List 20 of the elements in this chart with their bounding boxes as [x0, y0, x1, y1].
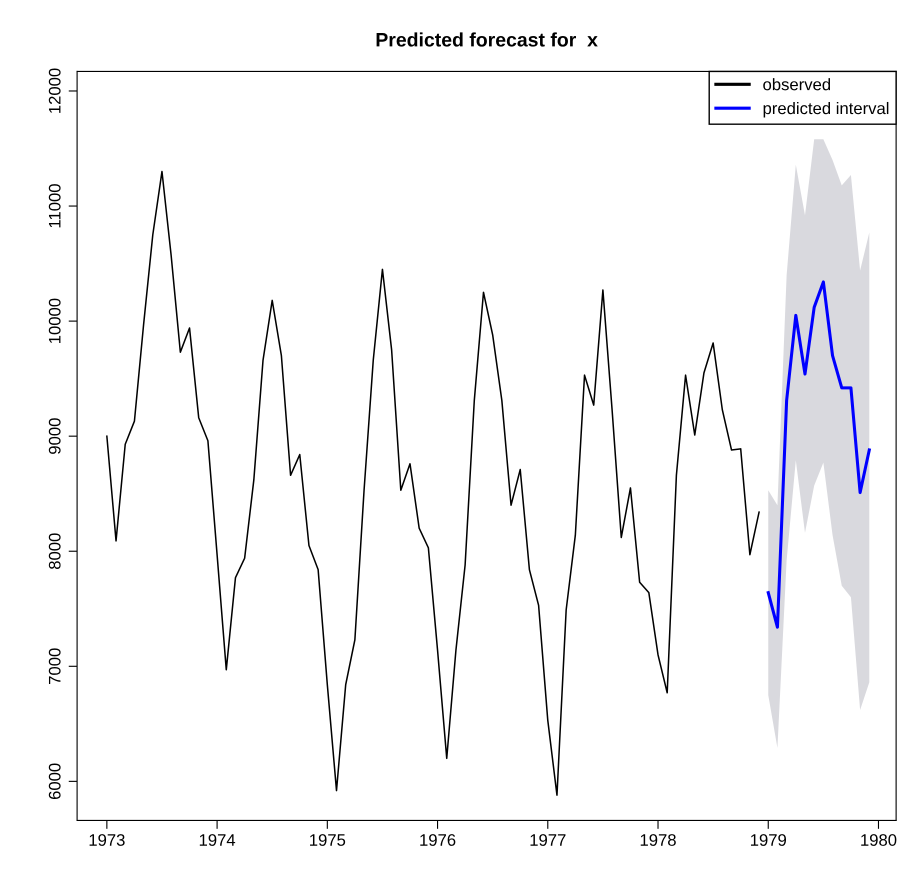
x-tick-label: 1975 [310, 834, 346, 846]
line-series [766, 280, 871, 629]
x-tick-label: 1980 [861, 834, 896, 846]
y-tick-label: 7000 [48, 648, 61, 684]
x-tick-label: 1978 [640, 834, 676, 846]
y-tick-label: 11000 [48, 184, 61, 228]
legend-label: predicted interval [764, 102, 888, 118]
x-tick-label: 1973 [90, 834, 125, 846]
chart-title: Predicted forecast for x [376, 32, 598, 47]
y-tick-label: 9000 [48, 418, 61, 454]
y-tick-label: 8000 [48, 533, 61, 570]
x-tick-label: 1979 [750, 834, 786, 846]
line-series [106, 170, 760, 796]
x-tick-label: 1974 [200, 834, 236, 846]
x-tick-label: 1977 [530, 834, 566, 846]
y-tick-label: 10000 [48, 298, 61, 344]
y-tick-label: 12000 [48, 68, 61, 113]
x-tick-label: 1976 [420, 834, 456, 846]
y-tick-label: 6000 [48, 763, 61, 800]
legend-label: observed [763, 78, 830, 90]
